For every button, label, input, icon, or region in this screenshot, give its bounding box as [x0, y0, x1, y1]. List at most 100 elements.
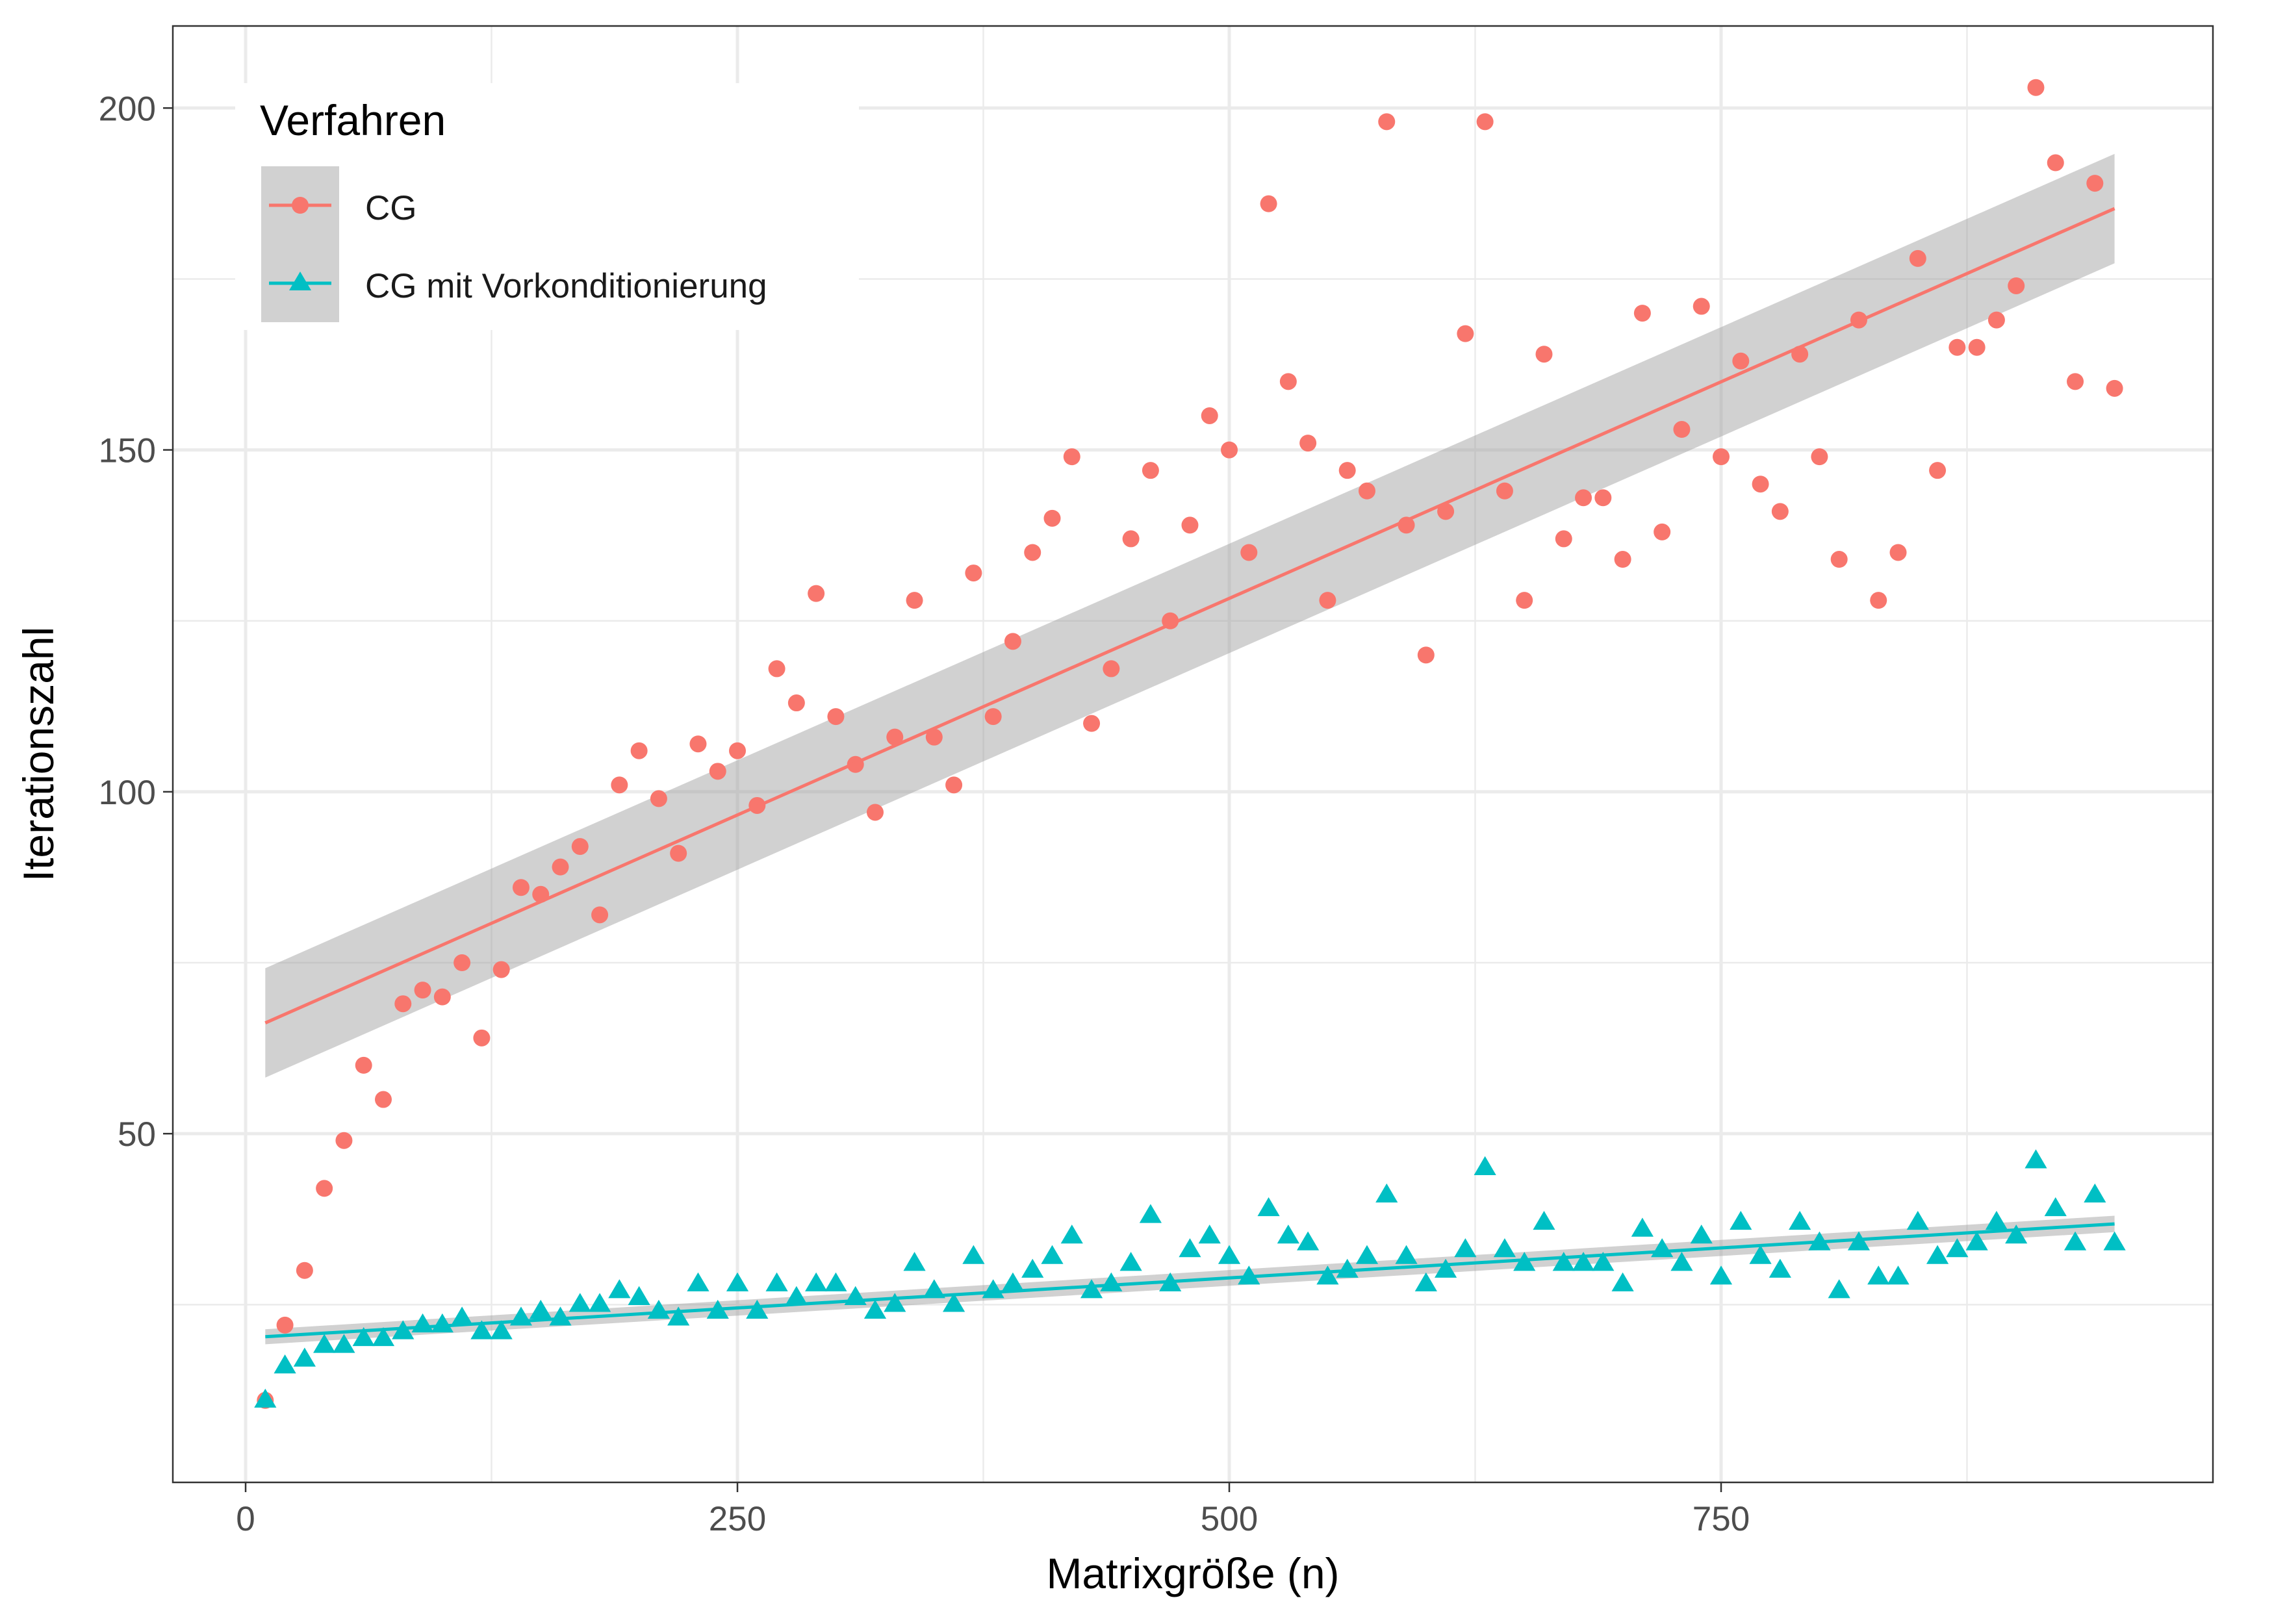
- y-tick-label-3: 200: [99, 90, 156, 128]
- point-cg-precond-69: [1611, 1272, 1634, 1291]
- point-cg-precond-34: [923, 1279, 945, 1299]
- point-cg-55: [1338, 462, 1356, 479]
- point-cg-34: [925, 728, 943, 746]
- point-cg-precond-47: [1179, 1238, 1201, 1258]
- point-cg-precond-72: [1670, 1252, 1693, 1271]
- legend-keys: [261, 166, 339, 322]
- point-cg-precond-89: [2005, 1224, 2028, 1244]
- point-cg-precond-56: [1355, 1245, 1379, 1264]
- fit-line-0: [264, 207, 2115, 1024]
- point-cg-43: [1103, 660, 1120, 678]
- point-cg-64: [1516, 592, 1533, 609]
- point-cg-50: [1240, 544, 1258, 561]
- point-cg-52: [1279, 373, 1297, 390]
- point-cg-66: [1555, 530, 1572, 548]
- point-cg-47: [1181, 516, 1199, 534]
- point-cg-57: [1378, 113, 1396, 131]
- point-cg-precond-84: [1906, 1211, 1929, 1230]
- point-cg-93: [2086, 175, 2104, 192]
- point-cg-28: [808, 585, 825, 602]
- point-cg-precond-94: [2103, 1231, 2126, 1250]
- point-cg-precond-15: [549, 1306, 572, 1326]
- point-cg-68: [1594, 489, 1612, 507]
- point-cg-71: [1654, 523, 1671, 540]
- point-cg-precond-0: [254, 1388, 277, 1408]
- point-cg-42: [1083, 715, 1101, 732]
- point-cg-10: [454, 954, 471, 972]
- point-cg-48: [1201, 407, 1218, 424]
- point-cg-9: [433, 988, 451, 1006]
- point-cg-precond-19: [628, 1286, 650, 1305]
- x-axis: 0 250 500 750: [236, 1482, 1750, 1538]
- point-cg-precond-87: [1965, 1231, 1988, 1250]
- legend: Verfahren CG CG mit Vorkonditionierung: [235, 83, 859, 330]
- point-cg-18: [611, 776, 628, 794]
- x-axis-title: Matrixgröße (n): [1046, 1549, 1339, 1597]
- point-cg-83: [1889, 544, 1907, 561]
- point-cg-41: [1063, 448, 1080, 466]
- point-cg-13: [512, 879, 530, 896]
- legend-background: [235, 83, 859, 330]
- point-cg-36: [965, 565, 982, 582]
- point-cg-91: [2047, 154, 2064, 171]
- fit-line-1: [265, 1222, 2115, 1339]
- y-axis-title: Iterationszahl: [14, 627, 62, 882]
- point-cg-precond-12: [490, 1320, 513, 1339]
- point-cg-precond-54: [1316, 1265, 1339, 1285]
- point-cg-77: [1771, 503, 1789, 520]
- point-cg-precond-53: [1297, 1231, 1320, 1250]
- point-cg-precond-65: [1533, 1211, 1555, 1230]
- point-cg-37: [984, 708, 1002, 726]
- point-cg-75: [1732, 352, 1750, 370]
- legend-label-cg-precond: CG mit Vorkonditionierung: [365, 267, 767, 305]
- legend-key-point-cg-precond: [289, 272, 311, 290]
- point-cg-precond-93: [2084, 1183, 2106, 1203]
- point-cg-53: [1299, 435, 1317, 452]
- point-cg-65: [1535, 346, 1553, 363]
- point-cg-45: [1142, 462, 1159, 479]
- y-axis: 50 100 150 200: [99, 90, 173, 1154]
- point-cg-73: [1693, 298, 1710, 315]
- point-cg-61: [1457, 325, 1474, 342]
- point-cg-precond-14: [530, 1299, 552, 1319]
- data-points: [254, 79, 2126, 1409]
- point-cg-19: [630, 742, 648, 759]
- point-cg-60: [1437, 503, 1455, 520]
- point-cg-87: [1968, 338, 1986, 356]
- point-cg-precond-21: [667, 1306, 690, 1326]
- point-cg-precond-36: [962, 1245, 985, 1264]
- point-cg-precond-6: [372, 1326, 395, 1347]
- point-cg-precond-58: [1395, 1245, 1418, 1264]
- point-cg-63: [1496, 482, 1513, 500]
- legend-key-band: [261, 166, 339, 322]
- point-cg-precond-32: [884, 1293, 906, 1312]
- point-cg-precond-77: [1769, 1258, 1791, 1278]
- point-cg-precond-57: [1375, 1183, 1398, 1203]
- point-cg-precond-66: [1552, 1252, 1575, 1271]
- point-cg-precond-73: [1690, 1224, 1713, 1244]
- point-cg-precond-51: [1257, 1197, 1280, 1217]
- point-cg-89: [2008, 277, 2025, 294]
- point-cg-precond-63: [1493, 1238, 1516, 1258]
- point-cg-27: [787, 694, 805, 712]
- point-cg-86: [1948, 338, 1966, 356]
- point-cg-80: [1830, 551, 1848, 568]
- point-cg-precond-76: [1749, 1245, 1772, 1264]
- point-cg-17: [591, 906, 609, 924]
- point-cg-11: [473, 1029, 491, 1047]
- point-cg-51: [1260, 195, 1277, 212]
- point-cg-precond-29: [824, 1272, 847, 1291]
- x-tick-label-2: 500: [1201, 1500, 1258, 1538]
- point-cg-precond-78: [1789, 1211, 1811, 1230]
- point-cg-precond-42: [1080, 1279, 1103, 1299]
- point-cg-20: [650, 790, 667, 807]
- point-cg-precond-41: [1060, 1224, 1083, 1244]
- fit-lines: [264, 207, 2115, 1339]
- point-cg-7: [394, 995, 412, 1013]
- point-cg-precond-18: [608, 1279, 631, 1299]
- point-cg-94: [2106, 379, 2123, 397]
- point-cg-precond-90: [2025, 1149, 2047, 1169]
- point-cg-precond-62: [1474, 1156, 1496, 1175]
- point-cg-precond-60: [1434, 1258, 1457, 1278]
- point-cg-precond-10: [451, 1306, 474, 1326]
